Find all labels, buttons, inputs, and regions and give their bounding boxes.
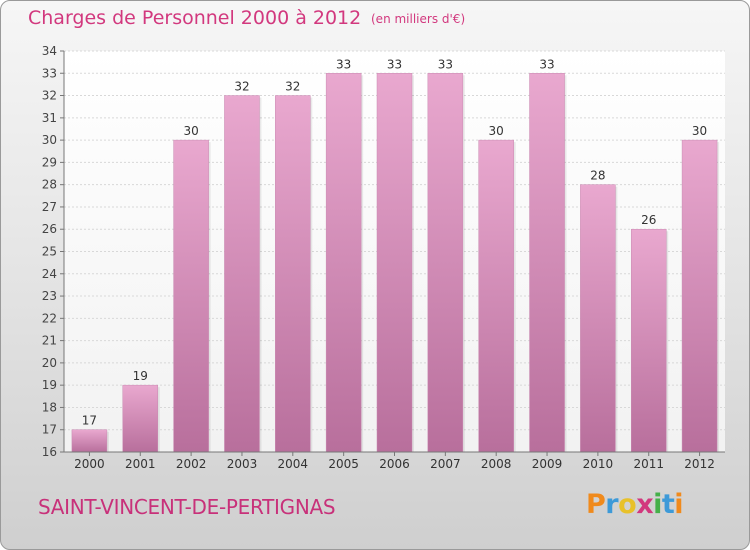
x-tick-label-2004: 2004 xyxy=(278,457,309,471)
x-tick-label-2008: 2008 xyxy=(481,457,512,471)
logo-letter: o xyxy=(618,489,637,520)
value-label-2001: 19 xyxy=(133,369,148,383)
bar-2007 xyxy=(427,73,464,453)
x-tick-label-2010: 2010 xyxy=(583,457,614,471)
value-label-2005: 33 xyxy=(336,57,351,71)
chart-subtitle: (en milliers d'€) xyxy=(371,12,466,26)
bar-2002 xyxy=(173,139,209,453)
bar-2001 xyxy=(122,384,159,453)
x-tick-label-2011: 2011 xyxy=(633,457,664,471)
bar-2009 xyxy=(529,73,565,453)
y-tick-label: 31 xyxy=(42,111,57,125)
y-tick-label: 28 xyxy=(42,178,57,192)
bar-2006 xyxy=(376,73,413,453)
logo-letter: i xyxy=(653,489,662,520)
value-label-2003: 32 xyxy=(234,80,249,94)
chart-title: Charges de Personnel 2000 à 2012 xyxy=(28,7,362,29)
bar-2005 xyxy=(325,73,362,453)
bar-2010 xyxy=(580,184,616,453)
y-tick-label: 18 xyxy=(42,400,57,414)
y-tick-label: 26 xyxy=(42,222,57,236)
bar-2012 xyxy=(681,139,718,453)
x-tick-label-2012: 2012 xyxy=(684,457,715,471)
bar-2000 xyxy=(71,429,108,453)
value-label-2004: 32 xyxy=(285,80,300,94)
bar-2011 xyxy=(630,228,667,453)
bars-group xyxy=(71,73,720,453)
y-tick-label: 24 xyxy=(42,267,57,281)
x-tick-label-2002: 2002 xyxy=(176,457,207,471)
value-labels: 17 19 30 32 32 33 33 33 30 33 28 26 30 xyxy=(82,57,707,427)
y-tick-label: 20 xyxy=(42,356,57,370)
y-tick-label: 25 xyxy=(42,245,57,259)
y-tick-label: 32 xyxy=(42,89,57,103)
x-tick-label-2001: 2001 xyxy=(125,457,156,471)
proxiti-logo: Proxiti xyxy=(586,489,684,520)
bar-2004 xyxy=(275,95,311,453)
logo-letter: r xyxy=(605,489,619,520)
value-label-2002: 30 xyxy=(183,124,198,138)
bar-2003 xyxy=(224,95,260,453)
bar-2008 xyxy=(478,139,514,453)
y-tick-label: 34 xyxy=(42,44,57,58)
y-tick-label: 27 xyxy=(42,200,57,214)
y-axis-ticks: 16 17 18 19 20 21 22 23 24 25 26 27 28 29 30 31 32 33 34 xyxy=(42,44,64,459)
logo-letter: t xyxy=(661,489,675,520)
value-label-2011: 26 xyxy=(641,213,656,227)
logo-letter: P xyxy=(586,489,606,520)
value-label-2006: 33 xyxy=(387,57,402,71)
value-label-2000: 17 xyxy=(82,414,97,428)
value-label-2010: 28 xyxy=(590,169,605,183)
logo-letter: i xyxy=(674,489,684,520)
y-tick-label: 29 xyxy=(42,155,57,169)
y-tick-label: 17 xyxy=(42,423,57,437)
x-tick-label-2005: 2005 xyxy=(328,457,359,471)
x-tick-label-2000: 2000 xyxy=(74,457,105,471)
y-tick-label: 30 xyxy=(42,133,57,147)
logo-letter: x xyxy=(636,489,654,520)
x-tick-label-2006: 2006 xyxy=(379,457,410,471)
y-tick-label: 21 xyxy=(42,334,57,348)
value-label-2012: 30 xyxy=(692,124,707,138)
commune-name: SAINT-VINCENT-DE-PERTIGNAS xyxy=(38,495,336,519)
value-label-2007: 33 xyxy=(438,57,453,71)
y-tick-label: 23 xyxy=(42,289,57,303)
y-tick-label: 33 xyxy=(42,66,57,80)
value-label-2009: 33 xyxy=(539,57,554,71)
y-tick-label: 16 xyxy=(42,445,57,459)
y-tick-label: 19 xyxy=(42,378,57,392)
x-tick-label-2007: 2007 xyxy=(430,457,461,471)
x-tick-label-2003: 2003 xyxy=(227,457,258,471)
value-label-2008: 30 xyxy=(489,124,504,138)
y-tick-label: 22 xyxy=(42,311,57,325)
x-axis-ticks: 2000 2001 2002 2003 2004 2005 2006 2007 2008 2009… xyxy=(74,452,715,471)
x-tick-label-2009: 2009 xyxy=(532,457,563,471)
